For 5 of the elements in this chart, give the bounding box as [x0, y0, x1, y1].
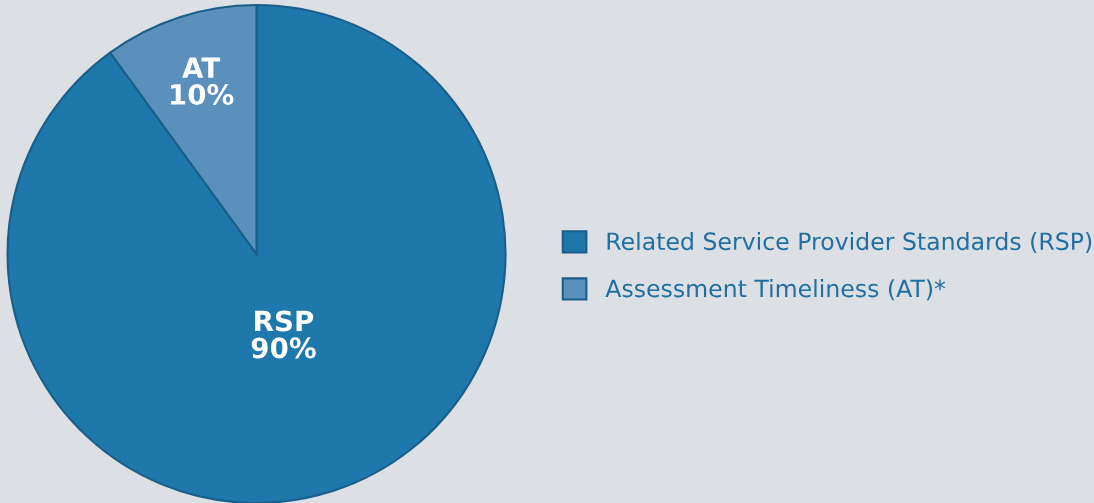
- legend-label: Related Service Provider Standards (RSP): [607, 231, 1092, 253]
- data-label: AT 10%: [171, 57, 234, 105]
- data-label: RSP 90%: [251, 310, 316, 359]
- pie-slice: [6, 3, 507, 503]
- legend-label: Assessment Timeliness (AT)*: [605, 279, 946, 301]
